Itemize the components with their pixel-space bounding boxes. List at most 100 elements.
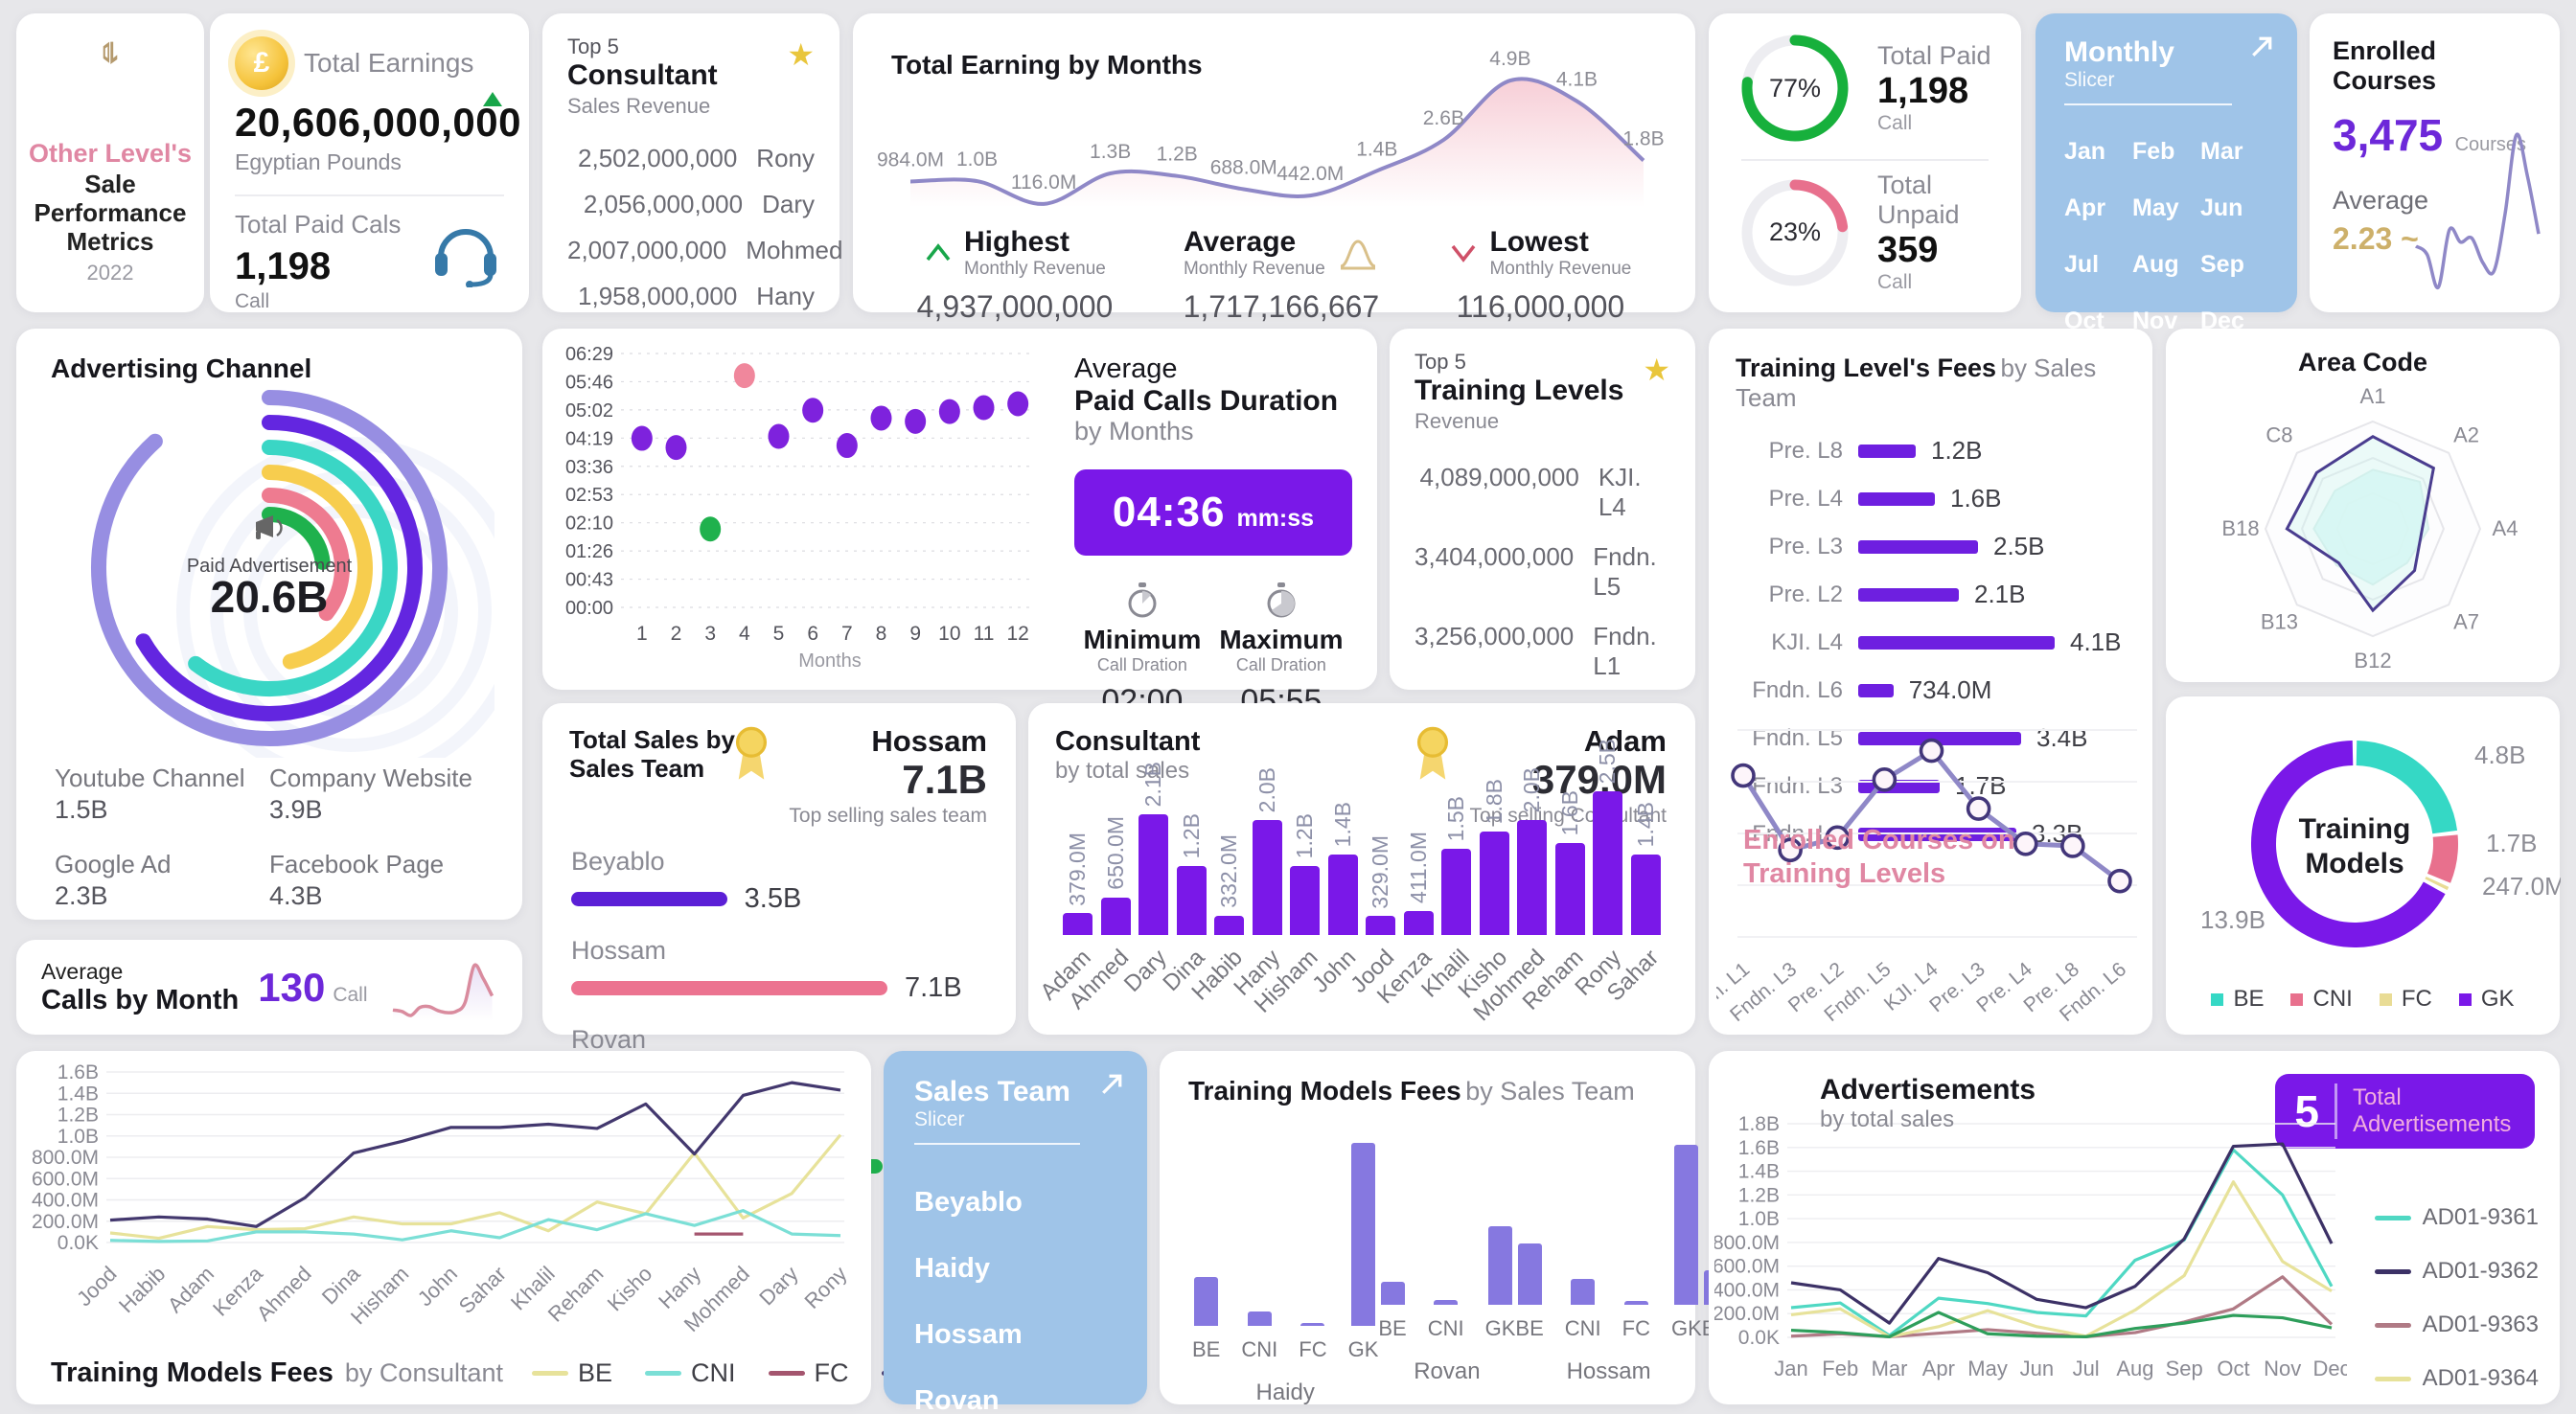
consultant-bar-Habib: 332.0M Habib xyxy=(1186,834,1248,1006)
consultant-bar-Jood: 329.0M Jood xyxy=(1345,834,1399,998)
svg-text:Mar: Mar xyxy=(1872,1357,1908,1380)
legend-AD01-9364[interactable]: AD01-9364 xyxy=(2374,1365,2539,1392)
expand-icon[interactable] xyxy=(1097,1070,1126,1099)
top5-row: 3,404,000,000 Fndn. L5 xyxy=(1414,542,1657,601)
svg-text:4.8B: 4.8B xyxy=(2474,741,2526,769)
star-icon: ★ xyxy=(787,37,815,72)
svg-text:A7: A7 xyxy=(2453,610,2479,634)
levels-fees-subtitle: by Sales Team xyxy=(1736,354,2097,412)
month-option-Apr[interactable]: Apr xyxy=(2064,194,2106,221)
expand-icon[interactable] xyxy=(2247,33,2276,61)
top-team-value: 7.1B xyxy=(902,757,987,802)
duration-title-3: by Months xyxy=(1074,417,1194,445)
total-paid-calls-label: Total Paid Cals xyxy=(235,210,402,239)
svg-text:4.1B: 4.1B xyxy=(1556,69,1598,91)
medal-icon xyxy=(1416,726,1448,780)
total-paid-calls-value: 1,198 xyxy=(235,245,332,287)
legend-AD01-9363[interactable]: AD01-9363 xyxy=(2374,1311,2539,1338)
month-option-Jul[interactable]: Jul xyxy=(2064,251,2100,278)
advertisements-subtitle: by total sales xyxy=(1820,1106,1955,1132)
legend-FC[interactable]: FC xyxy=(2379,986,2432,1013)
legend-BE[interactable]: BE xyxy=(2211,986,2264,1013)
month-option-Sep[interactable]: Sep xyxy=(2200,251,2244,278)
models-fees-consultant-chart: 1.6B 1.4B 1.2B 1.0B 800.0M 600.0M 400.0M 200.0M… xyxy=(22,1059,865,1338)
svg-text:B18: B18 xyxy=(2221,516,2259,540)
svg-text:13.9B: 13.9B xyxy=(2200,905,2266,934)
svg-text:1.6B: 1.6B xyxy=(58,1061,99,1083)
top-sales-team: Hossam 7.1B Top selling sales team xyxy=(729,724,987,828)
avg-calls-sparkline xyxy=(387,950,498,1025)
area-code-radar: A1 A2 A4 A7 B12 B13 B18 C8 xyxy=(2185,377,2561,684)
top5-levels-title: Training Levels xyxy=(1414,375,1624,406)
consultant-subtitle: by total sales xyxy=(1055,758,1190,784)
coin-icon: £ xyxy=(235,36,288,90)
svg-text:12: 12 xyxy=(1006,623,1028,645)
advertising-rings-chart: Paid Advertisement 20.6B xyxy=(44,384,494,758)
svg-text:A1: A1 xyxy=(2360,384,2386,408)
stat-highest: Highest Monthly Revenue 4,937,000,000 xyxy=(916,226,1114,324)
team-option-Haidy[interactable]: Haidy xyxy=(914,1253,990,1284)
month-option-May[interactable]: May xyxy=(2132,194,2179,221)
svg-text:116.0M: 116.0M xyxy=(1011,171,1077,194)
svg-text:1.3B: 1.3B xyxy=(1090,141,1131,163)
total-unpaid-ring: 23% xyxy=(1734,171,1856,294)
svg-text:3: 3 xyxy=(704,623,716,645)
legend-CNI[interactable]: CNI xyxy=(2290,986,2353,1013)
svg-text:C8: C8 xyxy=(2266,422,2292,446)
month-option-Jun[interactable]: Jun xyxy=(2200,194,2243,221)
top-team-name: Hossam xyxy=(871,724,987,758)
total-earnings-value: 20,606,000,000 xyxy=(235,100,521,145)
total-unpaid-label: Total Unpaid xyxy=(1877,171,1960,229)
svg-text:Dary: Dary xyxy=(754,1262,803,1311)
month-option-Feb[interactable]: Feb xyxy=(2132,138,2175,165)
enrolled-courses-unit: Courses xyxy=(2454,134,2527,155)
company-name: Other Level's xyxy=(29,139,192,169)
svg-text:A4: A4 xyxy=(2493,516,2518,540)
month-option-Mar[interactable]: Mar xyxy=(2200,138,2243,165)
top5-row: 4,089,000,000 KJI. L4 xyxy=(1419,463,1642,521)
svg-text:5: 5 xyxy=(773,623,785,645)
team-option-Rovan[interactable]: Rovan xyxy=(914,1385,1000,1414)
monthly-slicer: Monthly Slicer Jan Feb Mar Apr May Jun Jul Aug S… xyxy=(2036,13,2297,334)
svg-text:B13: B13 xyxy=(2261,610,2298,634)
svg-text:1.2B: 1.2B xyxy=(1157,144,1198,166)
card-enrolled-courses: Enrolled Courses 3,475 Courses Average 2… xyxy=(2310,13,2560,312)
month-option-Aug[interactable]: Aug xyxy=(2132,251,2179,278)
svg-text:800.0M: 800.0M xyxy=(32,1147,99,1169)
average-value: 1,717,166,667 xyxy=(1183,289,1380,324)
legend-AD01-9361[interactable]: AD01-9361 xyxy=(2374,1204,2539,1231)
sales-team-slicer-subtitle: Slicer xyxy=(914,1108,965,1130)
legend-AD01-9362[interactable]: AD01-9362 xyxy=(2374,1258,2539,1285)
svg-text:800.0M: 800.0M xyxy=(1714,1232,1780,1254)
consultant-bar-Mohmed: 2.0B Mohmed xyxy=(1468,766,1551,1027)
total-advertisements-badge: 5 Total Advertisements xyxy=(2275,1074,2535,1149)
svg-text:Jun: Jun xyxy=(2020,1357,2054,1380)
svg-text:4.9B: 4.9B xyxy=(1489,48,1530,70)
svg-text:Rony: Rony xyxy=(800,1262,852,1313)
stopwatch-icon xyxy=(1267,582,1296,618)
stat-lowest: Lowest Monthly Revenue 116,000,000 xyxy=(1449,226,1631,325)
month-option-Jan[interactable]: Jan xyxy=(2064,138,2106,165)
legend-BE[interactable]: BE xyxy=(532,1358,612,1388)
group-Rovan: BE CNI GK Rovan xyxy=(1378,1143,1515,1385)
chevron-down-icon xyxy=(1452,244,1476,262)
duration-title-2: Paid Calls Duration xyxy=(1074,385,1339,417)
svg-text:8: 8 xyxy=(876,623,887,645)
team-option-Beyablo[interactable]: Beyablo xyxy=(914,1187,1023,1218)
legend-FC[interactable]: FC xyxy=(768,1358,849,1388)
advertising-title: Advertising Channel xyxy=(51,354,312,383)
svg-text:03:36: 03:36 xyxy=(565,457,613,478)
top5-row: 3,256,000,000 Fndn. L1 xyxy=(1414,622,1657,680)
total-unpaid-value: 359 xyxy=(1877,230,1939,270)
svg-text:688.0M: 688.0M xyxy=(1210,156,1277,178)
top5-levels-subtitle: Revenue xyxy=(1414,409,1500,433)
svg-text:05:46: 05:46 xyxy=(565,372,613,393)
avg-calls-label-2: Calls by Month xyxy=(41,984,240,1015)
svg-text:0.0K: 0.0K xyxy=(1738,1327,1780,1349)
legend-GK[interactable]: GK xyxy=(2458,986,2515,1013)
card-models-fees-team: Training Models Fees by Sales Team BE CNI… xyxy=(1160,1051,1888,1405)
legend-CNI[interactable]: CNI xyxy=(645,1358,736,1388)
svg-text:200.0M: 200.0M xyxy=(32,1211,99,1233)
team-option-Hossam[interactable]: Hossam xyxy=(914,1319,1023,1350)
fees-bar-Pre. L2: Pre. L2 2.1B xyxy=(1768,580,2026,608)
